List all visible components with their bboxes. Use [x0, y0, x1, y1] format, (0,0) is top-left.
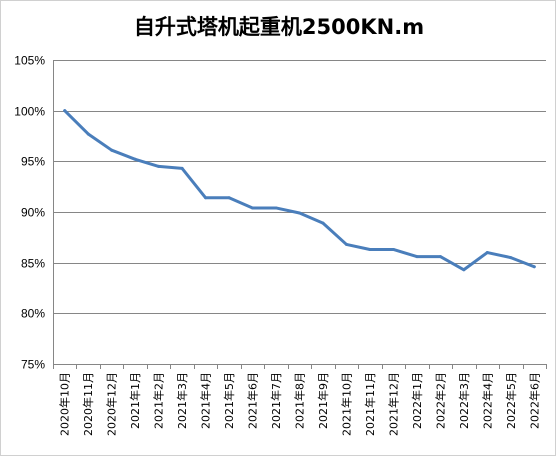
x-tick-label: 2021年8月	[293, 372, 307, 429]
data-point	[485, 251, 489, 255]
y-tick-label: 75%	[21, 358, 45, 372]
x-tick-label: 2021年2月	[152, 372, 166, 429]
x-tick-label: 2020年11月	[81, 372, 95, 436]
x-tick-label: 2020年10月	[58, 372, 72, 436]
x-tick-label: 2021年7月	[269, 372, 283, 429]
data-point	[180, 166, 184, 170]
data-point	[86, 132, 90, 136]
x-tick-label: 2021年9月	[316, 372, 330, 429]
gridlines	[53, 60, 546, 365]
data-point	[509, 256, 513, 260]
data-point	[368, 247, 372, 251]
x-tick-label: 2021年12月	[386, 372, 400, 436]
chart-title: 自升式塔机起重机2500KN.m	[134, 15, 424, 39]
x-tick-label: 2021年11月	[363, 372, 377, 436]
x-tick-label: 2021年10月	[339, 372, 353, 436]
x-tick-label: 2020年12月	[105, 372, 119, 436]
data-point	[227, 196, 231, 200]
y-tick-label: 85%	[21, 257, 45, 271]
data-point	[438, 255, 442, 259]
y-axis-tick-labels: 75% 80% 85% 90% 95% 100% 105%	[14, 54, 45, 372]
data-point	[298, 211, 301, 215]
data-point	[133, 157, 137, 161]
data-point	[391, 247, 395, 251]
x-tick-label: 2022年1月	[410, 372, 424, 429]
y-tick-label: 95%	[21, 155, 45, 169]
x-tick-label: 2022年5月	[504, 372, 518, 429]
y-tick-label: 90%	[21, 206, 45, 220]
data-point	[274, 206, 278, 210]
axes	[53, 60, 547, 369]
data-point	[63, 109, 67, 113]
x-tick-label: 2022年3月	[457, 372, 471, 429]
x-tick-label: 2021年6月	[246, 372, 260, 429]
x-tick-label: 2022年2月	[433, 372, 447, 429]
series-line	[63, 109, 536, 272]
data-point	[204, 196, 208, 200]
data-point	[462, 268, 466, 272]
data-point	[415, 255, 419, 259]
data-point	[251, 206, 255, 210]
y-tick-label: 80%	[21, 307, 45, 321]
data-point	[110, 148, 114, 152]
data-point	[532, 265, 536, 269]
y-tick-label: 100%	[14, 105, 45, 119]
x-axis-tick-labels: 2020年10月 2020年11月 2020年12月 2021年1月 2021年2月 20…	[58, 372, 542, 436]
data-point	[157, 164, 161, 168]
x-tick-label: 2021年4月	[199, 372, 213, 429]
data-point	[344, 242, 348, 246]
x-tick-label: 2022年6月	[527, 372, 541, 429]
y-tick-label: 105%	[14, 54, 45, 68]
data-point	[321, 221, 325, 225]
x-tick-label: 2021年5月	[222, 372, 236, 429]
series-layer	[63, 109, 536, 272]
x-tick-label: 2022年4月	[480, 372, 494, 429]
x-tick-label: 2021年3月	[175, 372, 189, 429]
x-tick-label: 2021年1月	[128, 372, 142, 429]
